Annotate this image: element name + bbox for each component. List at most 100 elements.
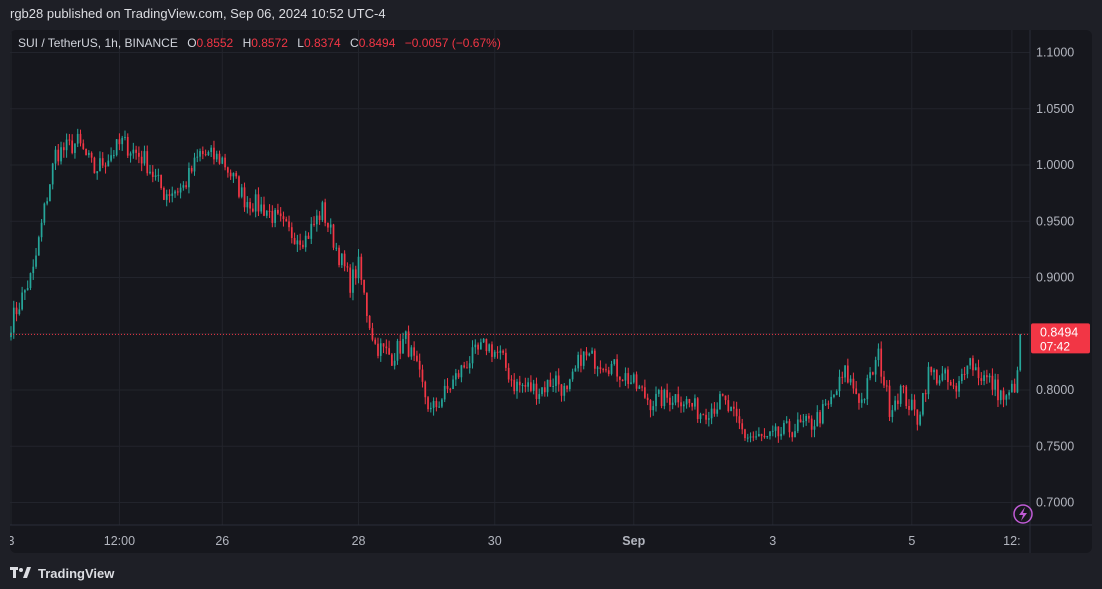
candle-body (43, 203, 46, 223)
candle-body (413, 347, 415, 356)
candle-body (360, 256, 363, 280)
candle-body (188, 168, 190, 188)
candle-body (530, 382, 532, 391)
high-label: H (242, 36, 252, 50)
candle-body (794, 431, 796, 438)
candle-body (1005, 395, 1008, 400)
candle-body (780, 433, 782, 437)
candle-body (279, 213, 282, 217)
candle-body (694, 398, 696, 407)
candle-body (335, 247, 338, 249)
time-tick-label: 30 (488, 534, 502, 548)
candle-body (12, 307, 15, 333)
candle-body (479, 342, 482, 350)
candle-body (549, 379, 552, 387)
candle-body (388, 348, 390, 355)
candle-body (21, 292, 23, 310)
candle-body (107, 160, 110, 167)
candlestick-chart[interactable]: 1.10001.05001.00000.95000.90000.85000.80… (10, 30, 1092, 553)
candle-body (438, 406, 441, 408)
candle-body (363, 279, 365, 293)
candle-body (196, 156, 199, 158)
candle-body (638, 386, 641, 389)
candle-body (869, 372, 871, 379)
candle-body (176, 191, 179, 193)
candle-body (1011, 383, 1013, 393)
candle-body (1019, 334, 1022, 371)
candle-body (154, 175, 157, 177)
candle-body (429, 407, 432, 410)
candle-body (652, 406, 655, 411)
candle-body (126, 136, 129, 156)
candle-body (224, 157, 226, 168)
time-tick-label: Sep (622, 534, 645, 548)
candle-body (304, 235, 307, 248)
candle-body (922, 393, 924, 415)
candle-body (368, 315, 371, 329)
candle-body (313, 223, 315, 225)
candle-body (557, 375, 560, 385)
candle-body (151, 171, 154, 177)
candle-body (1013, 383, 1016, 393)
candle-body (919, 414, 921, 425)
candle-body (68, 139, 71, 141)
candle-body (135, 149, 137, 153)
candle-body (755, 436, 757, 438)
candle-body (18, 309, 21, 315)
candle-body (37, 237, 40, 256)
candle-body (349, 267, 352, 293)
current-price-badge (1031, 323, 1090, 354)
candle-body (688, 398, 691, 403)
symbol-name[interactable]: SUI / TetherUS, 1h, BINANCE (18, 36, 178, 50)
candle-body (110, 155, 112, 161)
time-tick-label: 5 (908, 534, 915, 548)
candle-body (933, 369, 935, 373)
candle-body (749, 436, 752, 438)
candle-body (374, 339, 377, 344)
candle-body (229, 172, 232, 177)
candle-body (165, 194, 168, 200)
candle-body (391, 354, 393, 366)
candle-body (735, 408, 738, 417)
candle-body (502, 350, 504, 353)
candle-body (902, 386, 905, 388)
candle-body (894, 400, 896, 411)
price-tick-label: 0.7000 (1036, 496, 1074, 510)
candle-body (99, 158, 101, 172)
candle-body (710, 408, 713, 419)
candle-body (716, 409, 719, 414)
candle-body (288, 221, 290, 228)
tradingview-wordmark[interactable]: TradingView (38, 565, 115, 581)
candle-body (763, 435, 766, 438)
candle-body (32, 266, 35, 274)
candle-body (846, 365, 849, 383)
candle-body (947, 369, 949, 382)
candle-body (938, 380, 941, 384)
candle-body (796, 419, 799, 432)
candle-body (115, 139, 118, 156)
candle-body (883, 376, 885, 386)
chart-panel[interactable]: 1.10001.05001.00000.95000.90000.85000.80… (10, 30, 1092, 553)
candle-body (563, 385, 566, 396)
candle-body (65, 139, 68, 151)
candle-body (863, 399, 866, 401)
candle-body (546, 379, 549, 393)
candle-body (346, 266, 349, 268)
candle-body (199, 151, 201, 157)
close-label: C (350, 36, 359, 50)
candle-body (835, 391, 838, 395)
candle-body (427, 397, 429, 410)
candle-body (265, 210, 268, 216)
lightning-icon[interactable] (1013, 504, 1033, 524)
candle-body (855, 388, 858, 394)
candle-body (707, 418, 710, 420)
candle-body (296, 240, 299, 245)
candle-body (805, 415, 808, 422)
candle-body (182, 185, 185, 188)
candle-body (257, 194, 260, 212)
candle-body (254, 194, 257, 212)
candle-body (379, 343, 382, 356)
price-tick-label: 0.9500 (1036, 214, 1074, 228)
candle-body (577, 354, 580, 369)
publisher-caption: rgb28 published on TradingView.com, Sep … (10, 6, 386, 21)
